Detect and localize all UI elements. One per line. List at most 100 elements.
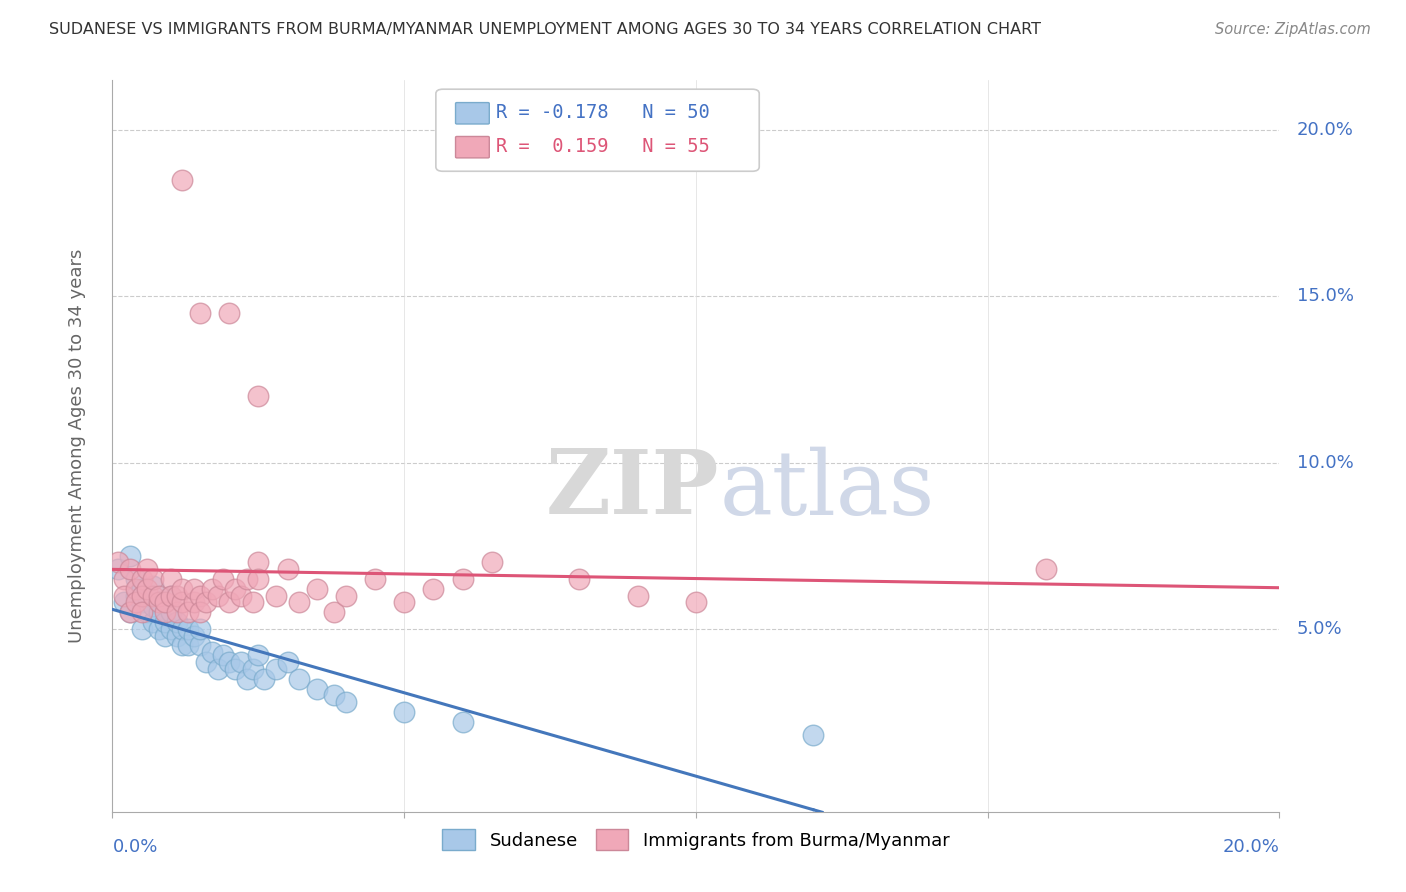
Point [247,389,270,403]
Point [160,605,183,619]
Point [188,605,211,619]
Point [131,582,153,596]
Point [131,572,153,586]
Y-axis label: Unemployment Among Ages 30 to 34 years: Unemployment Among Ages 30 to 34 years [67,249,86,643]
Point [112,595,135,609]
Point [118,562,141,576]
Point [166,589,188,603]
Point [188,589,211,603]
Point [148,595,170,609]
Point [136,562,159,576]
Point [142,599,165,613]
Point [160,622,183,636]
Point [264,662,287,676]
Point [131,595,153,609]
Point [194,595,217,609]
Text: R = -0.178   N = 50: R = -0.178 N = 50 [496,103,710,122]
Point [188,306,211,320]
Point [118,605,141,619]
Point [801,728,824,742]
Point [136,589,159,603]
Point [364,572,387,586]
Point [224,662,246,676]
Point [183,628,205,642]
Point [685,595,707,609]
Point [305,681,328,696]
Text: 10.0%: 10.0% [1296,454,1354,472]
Point [148,605,170,619]
Point [125,589,148,603]
Point [394,705,416,719]
Point [177,639,200,653]
Point [247,572,270,586]
Point [224,582,246,596]
Point [335,589,357,603]
Point [131,589,153,603]
Point [160,589,183,603]
Text: R =  0.159   N = 55: R = 0.159 N = 55 [496,136,710,156]
Point [212,648,235,663]
Text: atlas: atlas [720,446,935,533]
Point [142,579,165,593]
Point [235,672,257,686]
Point [253,672,276,686]
Text: Source: ZipAtlas.com: Source: ZipAtlas.com [1215,22,1371,37]
Point [118,549,141,563]
Point [177,622,200,636]
Point [172,595,194,609]
Point [242,662,264,676]
Point [188,622,211,636]
Point [242,595,264,609]
Point [177,605,200,619]
Point [125,582,148,596]
Point [276,562,298,576]
Point [451,572,474,586]
Point [276,655,298,669]
Point [422,582,444,596]
Point [1035,562,1057,576]
Point [194,655,217,669]
Point [160,589,183,603]
Point [305,582,328,596]
Point [153,595,176,609]
Legend: Sudanese, Immigrants from Burma/Myanmar: Sudanese, Immigrants from Burma/Myanmar [436,822,956,857]
Point [335,695,357,709]
Point [218,306,240,320]
Point [481,555,503,569]
Point [247,648,270,663]
Text: SUDANESE VS IMMIGRANTS FROM BURMA/MYANMAR UNEMPLOYMENT AMONG AGES 30 TO 34 YEARS: SUDANESE VS IMMIGRANTS FROM BURMA/MYANMA… [49,22,1042,37]
Point [142,615,165,630]
Text: 20.0%: 20.0% [1223,838,1279,856]
Point [451,714,474,729]
Point [107,555,129,569]
Point [229,655,252,669]
Point [323,689,346,703]
Point [153,628,176,642]
Text: 5.0%: 5.0% [1296,620,1343,638]
Point [148,589,170,603]
Point [166,605,188,619]
Point [247,555,270,569]
Point [131,622,153,636]
Point [568,572,591,586]
Point [112,572,135,586]
Text: 20.0%: 20.0% [1296,121,1354,139]
Text: 0.0%: 0.0% [112,838,157,856]
Point [207,662,229,676]
Point [627,589,650,603]
Point [136,605,159,619]
Point [153,615,176,630]
Point [160,572,183,586]
Text: 15.0%: 15.0% [1296,287,1354,305]
Point [142,589,165,603]
Point [183,595,205,609]
Point [235,572,257,586]
Point [125,595,148,609]
Point [288,595,311,609]
Point [212,572,235,586]
Point [229,589,252,603]
Point [118,605,141,619]
Point [172,173,194,187]
Point [172,639,194,653]
Point [218,595,240,609]
